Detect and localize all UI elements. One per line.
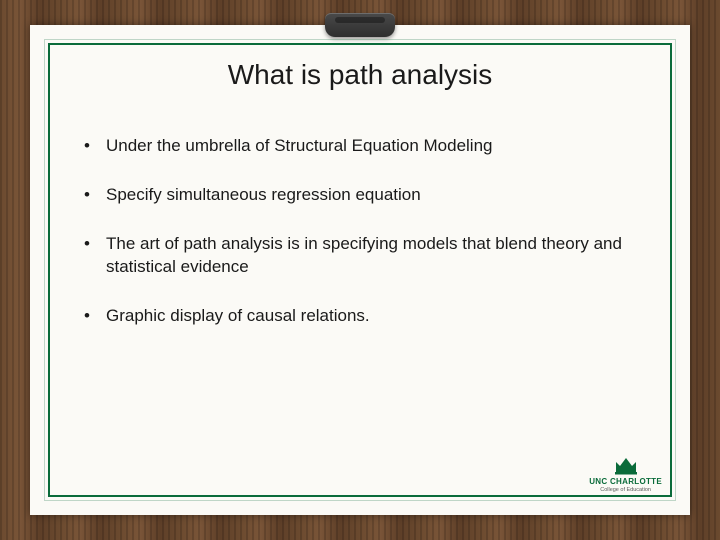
- slide: What is path analysis Under the umbrella…: [30, 25, 690, 515]
- list-item: Under the umbrella of Structural Equatio…: [78, 135, 642, 158]
- slide-title: What is path analysis: [30, 59, 690, 91]
- list-item: Graphic display of causal relations.: [78, 305, 642, 328]
- logo-name: UNC CHARLOTTE: [589, 478, 662, 487]
- list-item: Specify simultaneous regression equation: [78, 184, 642, 207]
- binder-clip-icon: [325, 13, 395, 37]
- crown-icon: [612, 454, 640, 476]
- bullet-list: Under the umbrella of Structural Equatio…: [78, 135, 642, 354]
- list-item: The art of path analysis is in specifyin…: [78, 233, 642, 279]
- footer-logo: UNC CHARLOTTE College of Education: [589, 454, 662, 493]
- logo-subtitle: College of Education: [589, 487, 662, 493]
